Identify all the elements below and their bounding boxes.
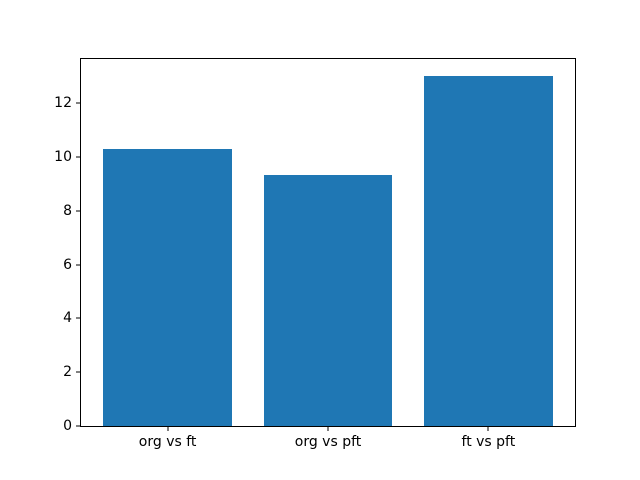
x-tick [327, 427, 329, 431]
y-tick [76, 371, 80, 373]
y-tick-label: 4 [63, 310, 72, 327]
y-tick-label: 12 [54, 95, 72, 112]
x-tick-label: ft vs pft [461, 434, 516, 450]
bar-org-vs-pft [263, 174, 393, 426]
x-tick [167, 427, 169, 431]
y-tick [76, 317, 80, 319]
x-tick-label: org vs pft [294, 434, 362, 450]
bar-ft-vs-pft [424, 76, 553, 426]
bar-org-vs-ft [103, 149, 232, 426]
y-tick [76, 156, 80, 158]
x-tick-label: org vs ft [138, 434, 197, 450]
y-tick-label: 6 [63, 256, 72, 273]
x-tick [487, 427, 489, 431]
y-tick [76, 425, 80, 427]
y-tick-label: 0 [63, 418, 72, 434]
y-tick-label: 10 [54, 149, 72, 166]
y-tick-label: 8 [63, 202, 72, 219]
y-tick [76, 210, 80, 212]
y-tick [76, 264, 80, 266]
y-tick-label: 2 [63, 364, 72, 381]
y-tick [76, 102, 80, 104]
plot-area: org vs ft org vs pft ft vs pft 0 2 4 6 8 10 12 [54, 58, 576, 449]
